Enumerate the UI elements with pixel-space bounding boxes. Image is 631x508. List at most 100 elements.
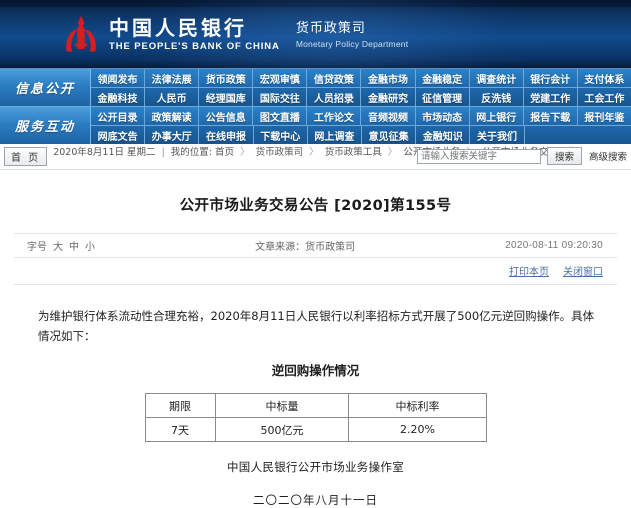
nav-item-online-application[interactable]: 在线申报 [199,126,254,144]
nav-item-about-us[interactable]: 关于我们 [470,126,525,144]
department-name-en: Monetary Policy Department [295,39,409,50]
breadcrumb-divider: | [161,147,165,158]
reverse-repo-operations-table: 期限 中标量 中标利率 7天 500亿元 2.20% [144,393,487,443]
banner-content: 中国人民银行 THE PEOPLE'S BANK OF CHINA 货币政策司 … [62,15,408,55]
nav-item-credit-policy[interactable]: 信贷政策 [307,69,362,87]
nav-item-live-stream[interactable]: 图文直播 [253,107,308,125]
article-signature: 中国人民银行公开市场业务操作室 [227,460,404,475]
nav-row: 公开目录 政策解读 公告信息 图文直播 工作论文 音频视频 市场动态 网上银行 … [91,107,631,126]
breadcrumb-separator: 〉 [387,147,398,158]
nav-item-monetary-policy[interactable]: 货币政策 [199,69,254,87]
article-paragraph: 为维护银行体系流动性合理充裕，2020年8月11日人民银行以利率招标方式开展了5… [38,309,595,343]
nav-item-financial-market[interactable]: 金融市场 [361,69,416,87]
department-block: 货币政策司 Monetary Policy Department [294,21,408,49]
nav-item-recruitment[interactable]: 人员招录 [307,88,362,106]
nav-cell-empty [578,126,631,144]
nav-item-market-dynamics[interactable]: 市场动态 [416,107,470,125]
nav-item-financial-knowledge[interactable]: 金融知识 [416,126,471,144]
breadcrumb-separator: 〉 [309,147,319,158]
table-header-volume: 中标量 [214,393,350,419]
article-timestamp: 2020-08-11 09:20:30 [505,240,603,251]
table-header-row: 期限 中标量 中标利率 [144,393,487,419]
nav-item-online-survey[interactable]: 网上调查 [308,126,363,144]
bank-name-block: 中国人民银行 THE PEOPLE'S BANK OF CHINA [109,16,280,53]
nav-item-international[interactable]: 国际交往 [253,88,308,106]
table-header-term: 期限 [144,393,216,419]
article-container: 公开市场业务交易公告 [2020]第155号 字号 大 中 小 文章来源：货币政… [0,170,631,508]
nav-item-anti-money-laundering[interactable]: 反洗钱 [470,88,524,106]
breadcrumb-item-monetary-policy-dept[interactable]: 货币政策司 [255,147,304,158]
nav-item-financial-stability[interactable]: 金融稳定 [416,69,470,87]
nav-item-public-catalog[interactable]: 公开目录 [91,107,146,125]
article-source: 文章来源：货币政策司 [255,242,356,253]
nav-item-laws[interactable]: 法律法展 [145,69,200,87]
nav-item-payment-system[interactable]: 支付体系 [584,74,625,86]
location-label: 我的位置: [170,147,212,158]
nav-item-audio-video[interactable]: 音频视频 [361,107,416,125]
nav-item-rmb[interactable]: 人民币 [145,88,200,106]
breadcrumb-item-policy-tools[interactable]: 货币政策工具 [324,147,382,158]
nav-item-web-documents[interactable]: 网底文告 [91,126,146,144]
advanced-search-link[interactable]: 高级搜索 [588,152,627,163]
section-heading: 逆回购操作情况 [271,363,360,379]
nav-item-announcements[interactable]: 公告信息 [199,107,254,125]
nav-item-online-banking[interactable]: 网上银行 [470,107,524,125]
fontsize-small-button[interactable]: 小 [85,242,95,253]
nav-item-treasury[interactable]: 经理国库 [199,88,254,106]
table-row: 7天 500亿元 2.20% [144,417,487,443]
fontsize-label: 字号 [27,242,47,253]
nav-rows-services: 公开目录 政策解读 公告信息 图文直播 工作论文 音频视频 市场动态 网上银行 … [91,107,631,144]
bank-name-cn: 中国人民银行 [109,16,247,40]
nav-cell-empty [525,126,578,144]
operations-table-wrap: 期限 中标量 中标利率 7天 500亿元 2.20% [0,391,631,443]
nav-block-info-disclosure: 信息公开 领闻发布 法律法展 货币政策 宏观审慎 信贷政策 金融市场 金融稳定 … [0,69,631,107]
nav-item-download-center[interactable]: 下载中心 [254,126,308,144]
nav-item-bank-accounting[interactable]: 银行会计 [524,69,578,87]
print-page-link[interactable]: 打印本页 [509,267,549,278]
close-window-link[interactable]: 关闭窗口 [563,267,603,278]
nav-rows-info: 领闻发布 法律法展 货币政策 宏观审慎 信贷政策 金融市场 金融稳定 调查统计 … [91,69,631,106]
nav-item-survey-statistics[interactable]: 调查统计 [470,69,524,87]
nav-item-trade-union[interactable]: 工会工作 [584,93,625,105]
table-cell-volume: 500亿元 [214,417,350,443]
breadcrumb-separator: 〉 [240,147,250,158]
main-navigation: 信息公开 领闻发布 法律法展 货币政策 宏观审慎 信贷政策 金融市场 金融稳定 … [0,68,631,144]
article-tools: 打印本页 关闭窗口 [14,258,617,285]
nav-item-financial-research[interactable]: 金融研究 [361,88,416,106]
bank-name-en: THE PEOPLE'S BANK OF CHINA [109,41,280,52]
table-header-rate: 中标利率 [348,393,487,419]
table-cell-rate: 2.20% [348,417,487,443]
home-button[interactable]: 首 页 [4,147,48,166]
nav-item-fintech[interactable]: 金融科技 [91,88,146,106]
page-title: 公开市场业务交易公告 [2020]第155号 [179,198,452,214]
nav-item-macro-prudential[interactable]: 宏观审慎 [253,69,308,87]
search-area: 搜索 高级搜索 [416,147,627,165]
nav-item-opinion-collection[interactable]: 意见征集 [362,126,417,144]
nav-item-policy-interpretation[interactable]: 政策解读 [145,107,200,125]
site-banner: 中国人民银行 THE PEOPLE'S BANK OF CHINA 货币政策司 … [0,0,631,68]
nav-item-credit-reference[interactable]: 征信管理 [416,88,470,106]
nav-item-yearbook[interactable]: 报刊年鉴 [584,112,625,124]
nav-row: 金融科技 人民币 经理国库 国际交往 人员招录 金融研究 征信管理 反洗钱 党建… [91,88,631,106]
nav-section-title-info[interactable]: 信息公开 [0,69,91,106]
nav-row: 网底文告 办事大厅 在线申报 下载中心 网上调查 意见征集 金融知识 关于我们 [91,126,631,144]
department-name-cn: 货币政策司 [295,20,366,36]
article-sign-date: 二〇二〇年八月十一日 [253,493,378,508]
table-cell-term: 7天 [144,417,216,443]
nav-row: 领闻发布 法律法展 货币政策 宏观审慎 信贷政策 金融市场 金融稳定 调查统计 … [91,69,631,88]
breadcrumb-item-home[interactable]: 首页 [215,147,235,158]
nav-item-working-papers[interactable]: 工作论文 [307,107,362,125]
current-date: 2020年8月11日 星期二 [53,147,156,158]
nav-item-report-download[interactable]: 报告下载 [524,107,578,125]
pboc-logo-icon [62,15,100,55]
search-button[interactable]: 搜索 [546,147,582,165]
nav-item-service-hall[interactable]: 办事大厅 [145,126,200,144]
search-input[interactable] [416,148,541,164]
fontsize-medium-button[interactable]: 中 [69,242,79,253]
fontsize-large-button[interactable]: 大 [53,242,63,253]
nav-item-party-building[interactable]: 党建工作 [524,88,578,106]
nav-item-news[interactable]: 领闻发布 [91,69,146,87]
nav-section-title-services[interactable]: 服务互动 [0,107,91,144]
article-meta-row: 字号 大 中 小 文章来源：货币政策司 2020-08-11 09:20:30 [14,233,617,258]
